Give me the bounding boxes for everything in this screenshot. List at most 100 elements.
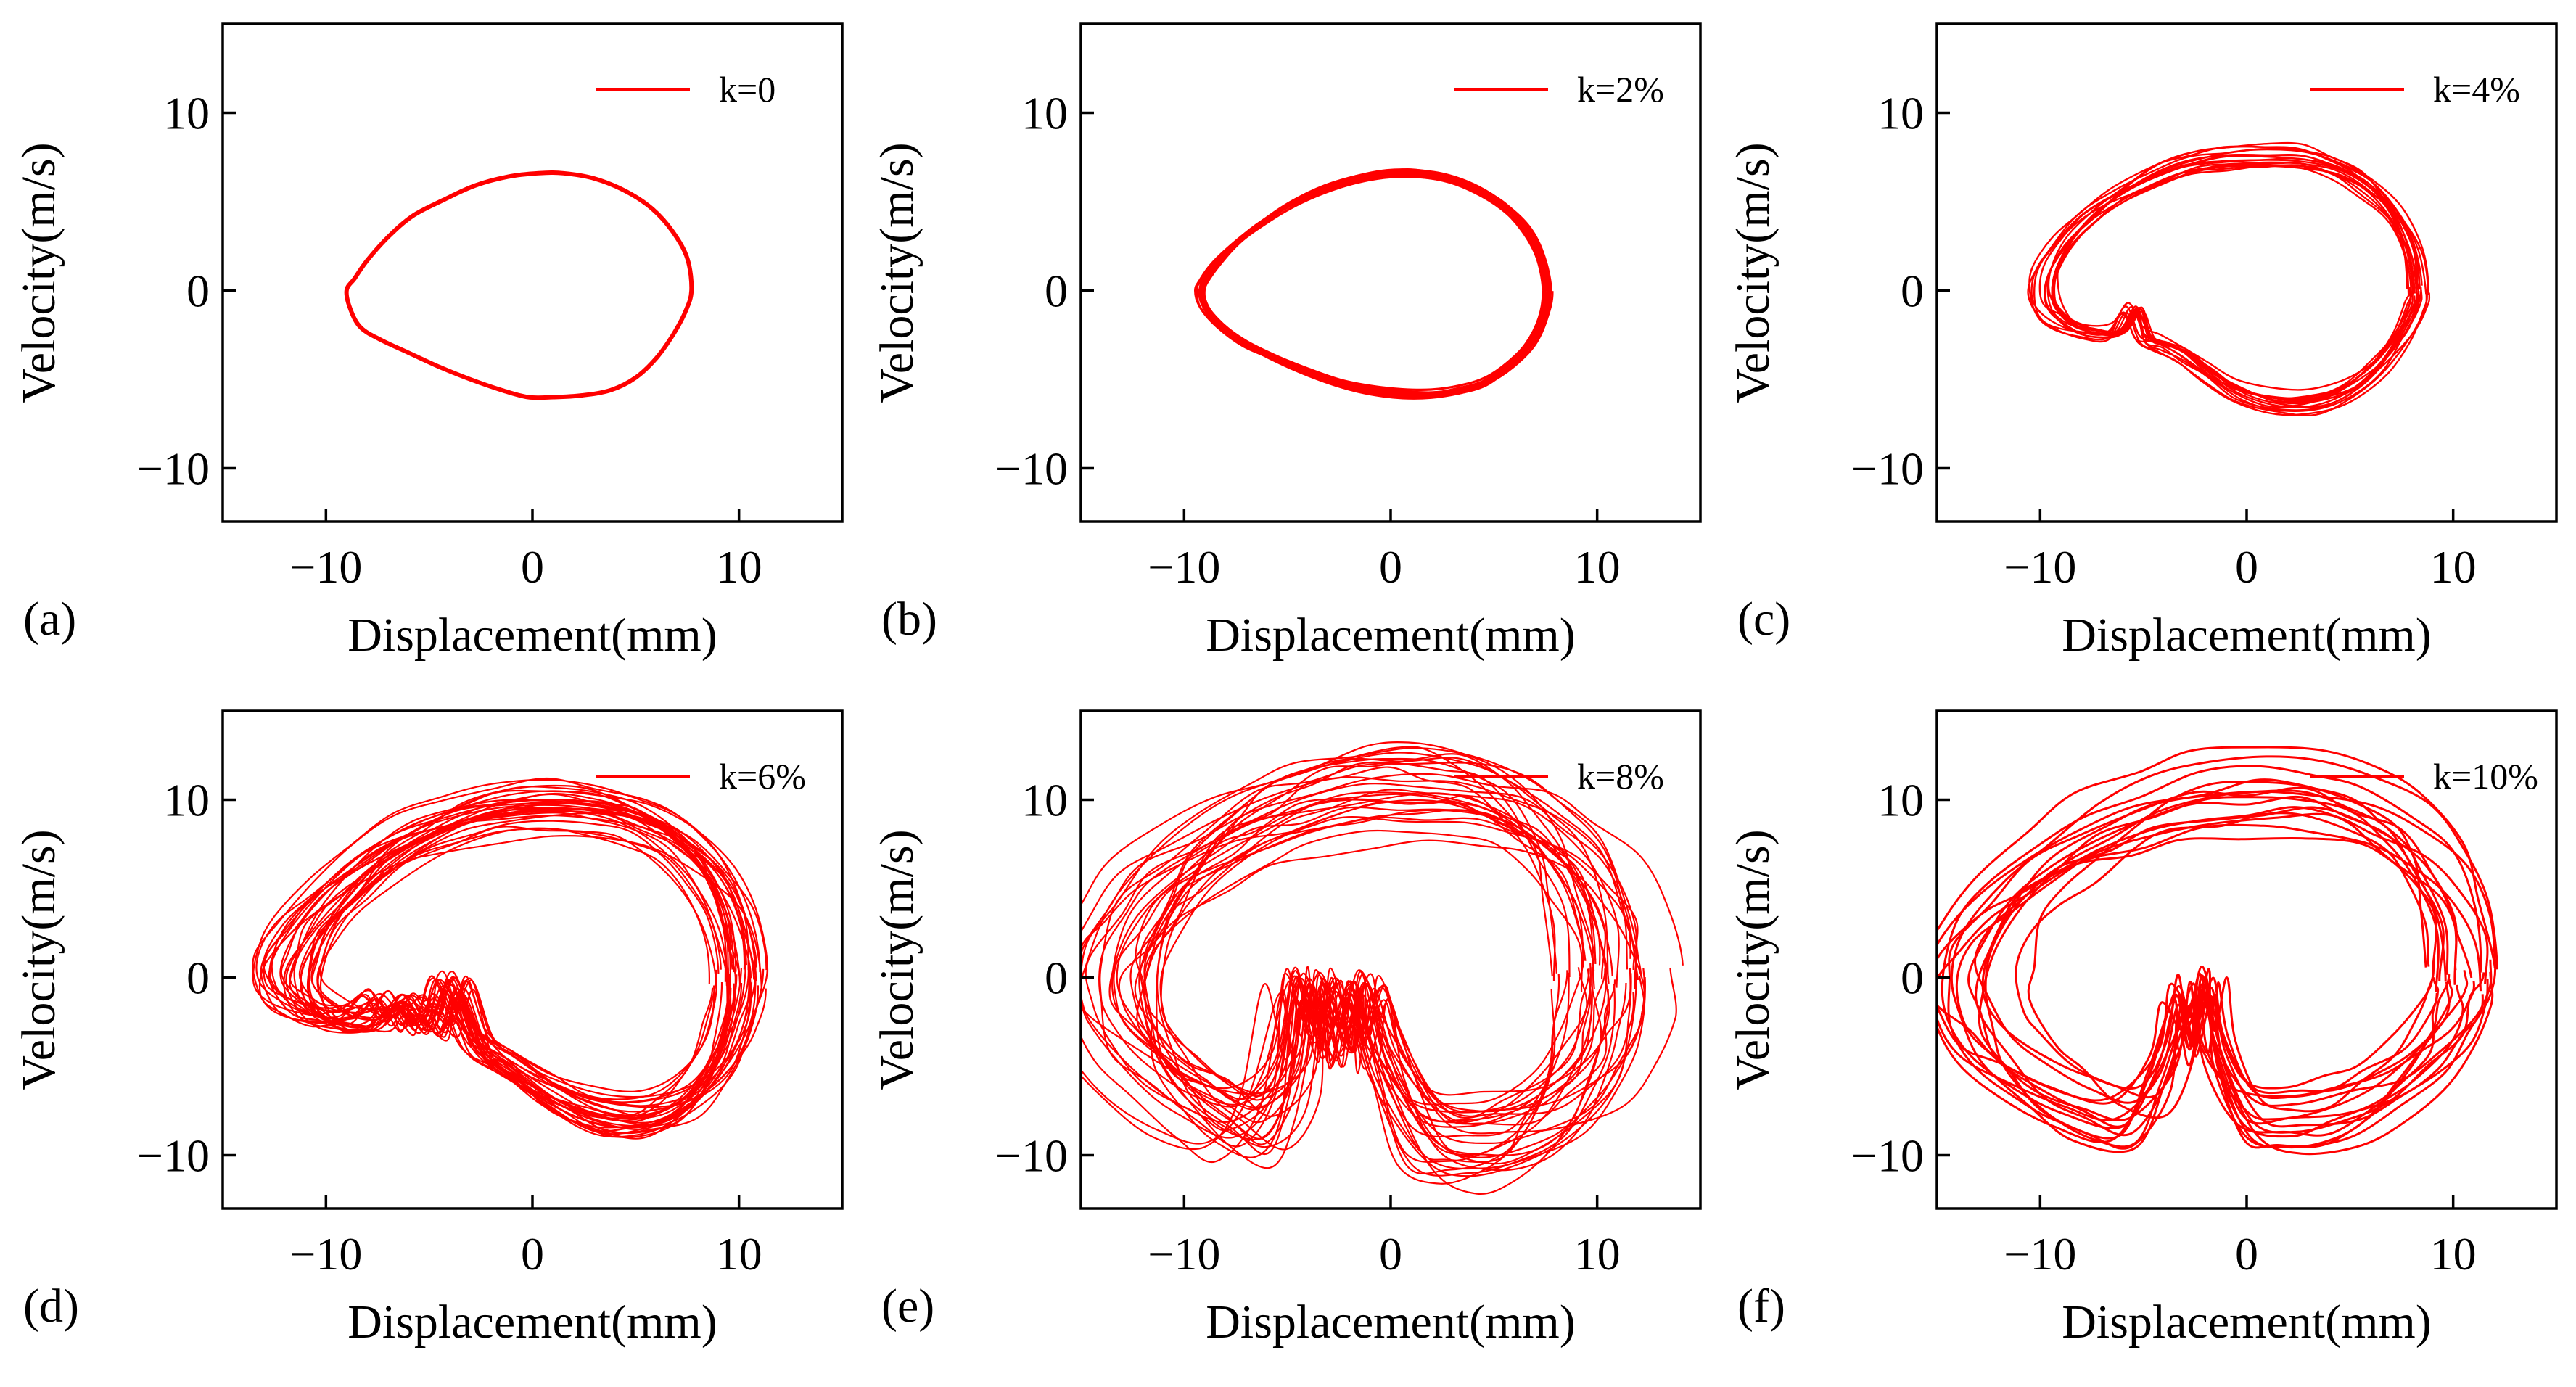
series-line <box>1202 173 1544 395</box>
trajectories <box>344 170 694 400</box>
series-line <box>1200 171 1547 392</box>
series-line <box>1937 790 2496 1107</box>
trajectories <box>1193 168 1554 400</box>
series-line <box>1108 806 1595 1114</box>
y-tick-label: −10 <box>1851 1130 1924 1182</box>
panel-label: (b) <box>881 593 937 646</box>
y-tick-label: 10 <box>1021 88 1068 139</box>
x-axis-label: Displacement(mm) <box>1206 609 1576 662</box>
series-line <box>1193 173 1550 395</box>
series-line <box>1159 795 1610 1158</box>
panel-label: (f) <box>1737 1280 1785 1333</box>
series-line <box>1198 172 1549 395</box>
x-tick-label: −10 <box>2004 1228 2076 1280</box>
y-tick-label: 10 <box>1877 775 1924 826</box>
series-line <box>260 808 753 1124</box>
panel-d: −10 0 10 −10 0 10 Displacement(mm) Velocity(m/s… <box>12 709 844 1349</box>
series-line <box>2027 780 2435 1119</box>
series-line <box>1155 761 1571 1163</box>
y-axis-label: Velocity(m/s) <box>1727 142 1779 403</box>
series-line <box>289 808 746 1107</box>
series-line <box>1081 773 1684 1135</box>
series-line <box>279 792 737 1119</box>
series-line <box>268 799 755 1131</box>
y-axis-label: Velocity(m/s) <box>871 142 923 403</box>
series-line <box>1081 816 1631 1096</box>
series-line <box>1967 795 2451 1128</box>
trajectories <box>2027 141 2431 416</box>
series-line <box>2028 145 2429 416</box>
series-line <box>283 810 728 1129</box>
panel-a: −10 0 10 −10 0 10 Displacement(mm) Velocity(m/s… <box>12 22 844 662</box>
legend-label: k=4% <box>2433 69 2520 110</box>
y-tick-label: −10 <box>995 443 1068 495</box>
x-tick-label: −10 <box>1148 541 1220 593</box>
panel-label: (a) <box>23 593 76 646</box>
series-line <box>1156 746 1560 1175</box>
trajectories <box>1937 746 2498 1156</box>
series-line <box>2047 145 2411 408</box>
panel-label: (c) <box>1737 593 1790 646</box>
y-tick-label: 10 <box>163 88 210 139</box>
series-line <box>263 814 757 1098</box>
series-line <box>1950 755 2498 1156</box>
y-tick-label: 0 <box>1045 266 1068 317</box>
x-tick-label: 0 <box>2235 541 2258 593</box>
series-line <box>1981 806 2437 1090</box>
legend-label: k=0 <box>719 69 775 110</box>
panel-f: −10 0 10 −10 0 10 Displacement(mm) Velocity(m/s… <box>1727 709 2558 1349</box>
series-line <box>1116 793 1588 1124</box>
y-tick-label: −10 <box>137 1130 210 1182</box>
x-tick-label: 0 <box>521 541 544 593</box>
x-tick-label: −10 <box>289 1228 362 1280</box>
x-axis-label: Displacement(mm) <box>1206 1296 1576 1349</box>
series-line <box>2051 162 2419 400</box>
series-line <box>1099 762 1632 1165</box>
series-line <box>1975 778 2453 1138</box>
y-axis-label: Velocity(m/s) <box>12 142 65 403</box>
series-line <box>1081 752 1616 1177</box>
series-line <box>319 820 720 1100</box>
y-tick-label: 0 <box>186 952 210 1004</box>
y-tick-label: −10 <box>1851 443 1924 495</box>
x-tick-label: 0 <box>2235 1228 2258 1280</box>
y-axis-label: Velocity(m/s) <box>871 829 923 1090</box>
x-axis-label: Displacement(mm) <box>2062 609 2432 662</box>
y-tick-label: 0 <box>1901 266 1924 317</box>
series-line <box>280 804 746 1104</box>
y-tick-label: 10 <box>163 775 210 826</box>
panel-c: −10 0 10 −10 0 10 Displacement(mm) Velocity(m/s… <box>1727 22 2558 662</box>
x-tick-label: 0 <box>1379 541 1402 593</box>
series-line <box>1937 836 2475 1105</box>
y-tick-label: 10 <box>1877 88 1924 139</box>
trajectories <box>252 777 769 1140</box>
series-line <box>319 802 732 1138</box>
series-line <box>308 784 731 1140</box>
series-line <box>1937 823 2484 1125</box>
legend-label: k=10% <box>2433 756 2538 797</box>
series-line <box>1139 757 1568 1163</box>
series-line <box>2046 164 2413 400</box>
x-tick-label: −10 <box>2004 541 2076 593</box>
legend-label: k=2% <box>1577 69 1664 110</box>
series-line <box>298 828 722 1093</box>
series-line <box>2057 141 2414 408</box>
series-line <box>1198 173 1547 397</box>
x-tick-label: 10 <box>716 541 762 593</box>
x-tick-label: 10 <box>2430 1228 2477 1280</box>
series-line <box>1937 746 2497 1148</box>
y-tick-label: −10 <box>995 1130 1068 1182</box>
panel-label: (d) <box>23 1280 79 1333</box>
x-tick-label: 10 <box>1574 541 1621 593</box>
series-line <box>1195 173 1550 397</box>
x-tick-label: 10 <box>2430 541 2477 593</box>
x-axis-label: Displacement(mm) <box>347 609 717 662</box>
legend-label: k=6% <box>719 756 806 797</box>
x-tick-label: 0 <box>1379 1228 1402 1280</box>
x-tick-label: −10 <box>1148 1228 1220 1280</box>
series-line <box>310 786 733 1123</box>
x-axis-label: Displacement(mm) <box>2062 1296 2432 1349</box>
x-tick-label: 10 <box>1574 1228 1621 1280</box>
legend-label: k=8% <box>1577 756 1664 797</box>
